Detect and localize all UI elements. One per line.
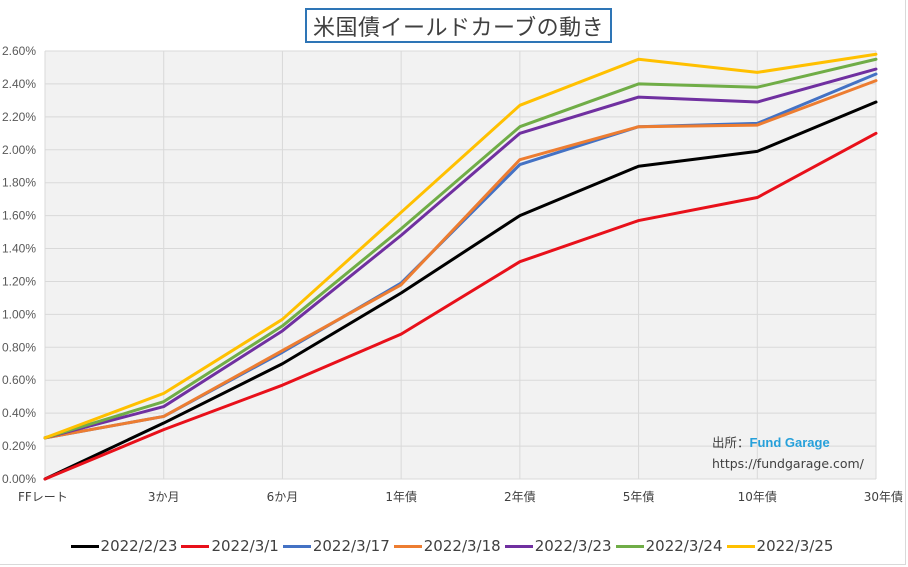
- legend-item: 2022/3/18: [393, 537, 501, 555]
- y-tick-label: 1.00%: [2, 307, 36, 321]
- x-tick-label: 10年債: [738, 489, 777, 504]
- plot-background: [45, 51, 876, 479]
- legend-item: 2022/2/23: [70, 537, 178, 555]
- y-tick-label: 1.80%: [2, 176, 36, 190]
- legend-item: 2022/3/17: [282, 537, 390, 555]
- y-tick-label: 0.80%: [2, 340, 36, 354]
- y-tick-label: 2.40%: [2, 77, 36, 91]
- series-line-2022-3-25: [43, 52, 878, 440]
- chart-legend: 2022/2/23 2022/3/1 2022/3/17 2022/3/18 2022/…: [0, 536, 908, 556]
- legend-label: 2022/3/23: [534, 537, 612, 555]
- legend-item: 2022/3/1: [181, 537, 279, 555]
- y-tick-label: 2.60%: [2, 44, 36, 58]
- legend-item: 2022/3/23: [504, 537, 612, 555]
- chart-title: 米国債イールドカーブの動き: [305, 8, 613, 43]
- legend-swatch: [70, 544, 99, 548]
- series-line-2022-3-1: [43, 131, 878, 481]
- legend-swatch: [282, 544, 311, 548]
- source-label: 出所：: [712, 435, 750, 450]
- y-tick-label: 0.00%: [2, 472, 36, 486]
- y-tick-label: 1.40%: [2, 242, 36, 256]
- y-tick-label: 1.20%: [2, 274, 36, 288]
- x-tick-label: 3か月: [148, 490, 180, 504]
- series-line-2022-2-23: [43, 100, 878, 481]
- legend-label: 2022/3/18: [423, 537, 501, 555]
- x-tick-label: 2年債: [504, 489, 536, 504]
- legend-swatch: [181, 544, 210, 548]
- legend-label: 2022/2/23: [100, 537, 178, 555]
- legend-swatch: [615, 544, 644, 548]
- legend-label: 2022/3/17: [312, 537, 390, 555]
- legend-swatch: [504, 544, 533, 548]
- y-tick-label: 2.20%: [2, 110, 36, 124]
- x-tick-label: 5年債: [623, 489, 655, 504]
- legend-item: 2022/3/24: [615, 537, 723, 555]
- y-tick-label: 0.40%: [2, 406, 36, 420]
- source-brand: Fund Garage: [749, 435, 830, 450]
- y-tick-label: 0.60%: [2, 373, 36, 387]
- series-line-2022-3-18: [43, 79, 878, 440]
- x-tick-label: 30年債: [864, 489, 903, 504]
- source-annotation: 出所：Fund Garage https://fundgarage.com/: [712, 432, 864, 471]
- legend-label: 2022/3/1: [211, 537, 279, 555]
- legend-label: 2022/3/24: [645, 537, 723, 555]
- x-tick-label: FFレート: [18, 490, 68, 504]
- legend-label: 2022/3/25: [756, 537, 834, 555]
- y-tick-label: 0.20%: [2, 439, 36, 453]
- x-tick-label: 6か月: [267, 490, 299, 504]
- source-url: https://fundgarage.com/: [712, 456, 864, 471]
- series-line-2022-3-23: [43, 67, 878, 440]
- y-tick-label: 2.00%: [2, 143, 36, 157]
- series-line-2022-3-24: [43, 57, 878, 440]
- legend-item: 2022/3/25: [726, 537, 834, 555]
- legend-swatch: [726, 544, 755, 548]
- x-tick-label: 1年債: [385, 489, 417, 504]
- y-tick-label: 1.60%: [2, 209, 36, 223]
- legend-swatch: [393, 544, 422, 548]
